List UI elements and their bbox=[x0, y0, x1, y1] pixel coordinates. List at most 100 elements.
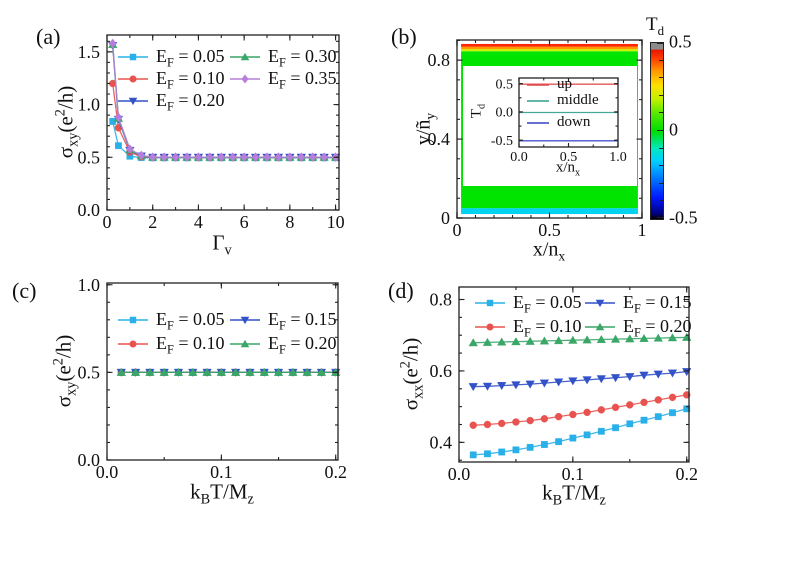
panel-label-c: (c) bbox=[12, 278, 37, 303]
legend-item-c-3: EF = 0.20 bbox=[229, 333, 336, 356]
colorbar-minor-tick bbox=[659, 77, 663, 79]
colorbar-tick-label: 0.5 bbox=[669, 31, 692, 52]
legend-sample-icon bbox=[230, 339, 260, 347]
chart-b-inset-svg: 0.0 0.5 1.0-0.50.00.5 bbox=[491, 77, 627, 165]
axes-frame bbox=[458, 286, 690, 463]
legend-label: down bbox=[557, 114, 591, 130]
legend-item-c-2: EF = 0.15 bbox=[229, 309, 337, 333]
colorbar-minor-tick bbox=[659, 59, 663, 61]
legend-item-a-0: EF = 0.05 bbox=[117, 46, 225, 70]
legend-sample-icon bbox=[230, 316, 260, 324]
inset-x-axis-title: x/nx bbox=[555, 159, 581, 179]
series-markers-4 bbox=[108, 38, 340, 162]
svg-text:0.1: 0.1 bbox=[210, 462, 233, 482]
svg-text:0.8: 0.8 bbox=[430, 290, 453, 310]
heatmap-stripe bbox=[461, 46, 638, 50]
legend-label: EF = 0.05 bbox=[156, 46, 225, 70]
legend-label: EF = 0.05 bbox=[156, 309, 225, 333]
legend-label: EF = 0.15 bbox=[268, 309, 337, 333]
series-line-3 bbox=[473, 336, 687, 344]
svg-text:0: 0 bbox=[441, 208, 450, 228]
panel-label-b: (b) bbox=[391, 24, 417, 49]
axis-ticks bbox=[106, 35, 339, 211]
legend-item-d-2: EF = 0.15 bbox=[584, 292, 692, 316]
legend-sample-icon bbox=[118, 316, 148, 323]
chart-c-svg: 0.0 0.1 0.2 0.0 0.5 1.0 bbox=[78, 275, 347, 482]
tick-labels: 0.0 0.1 0.2 0.0 0.5 1.0 bbox=[78, 275, 347, 482]
panel-label-d: (d) bbox=[388, 278, 414, 303]
svg-text:0.2: 0.2 bbox=[324, 462, 347, 482]
colorbar-minor-tick bbox=[659, 147, 663, 149]
svg-text:0.2: 0.2 bbox=[675, 464, 698, 484]
axis-ticks bbox=[518, 78, 619, 147]
legend-item-d-3: EF = 0.20 bbox=[584, 316, 691, 339]
legend-sample-icon bbox=[527, 83, 549, 86]
colorbar-tick-label: 0 bbox=[669, 119, 678, 140]
axis-ticks bbox=[106, 283, 338, 461]
legend-sample-icon bbox=[118, 75, 148, 82]
legend-sample-icon bbox=[230, 52, 260, 60]
svg-text:1: 1 bbox=[638, 220, 647, 240]
svg-text:0.0: 0.0 bbox=[78, 450, 101, 470]
legend-label: EF = 0.10 bbox=[156, 333, 225, 357]
legend-label: EF = 0.10 bbox=[513, 316, 582, 340]
series-markers-3 bbox=[468, 332, 692, 347]
legend-label: EF = 0.20 bbox=[156, 90, 225, 114]
axes-frame bbox=[106, 34, 340, 211]
panel-a-y-axis-title: σxy(e2/h) bbox=[52, 85, 82, 159]
panel-a-x-axis-title: Γv bbox=[212, 230, 232, 259]
legend-item-a-3: EF = 0.30 bbox=[229, 46, 337, 70]
legend-sample-icon bbox=[527, 99, 549, 102]
legend-label: EF = 0.30 bbox=[268, 46, 337, 70]
colorbar-tick-label: -0.5 bbox=[669, 207, 698, 228]
svg-text:-0.5: -0.5 bbox=[491, 134, 513, 149]
legend-label: middle bbox=[557, 92, 599, 108]
chart-b-heatmap-svg: 0 0.5 1 0 0.4 0.8 bbox=[428, 39, 647, 240]
series-markers-3 bbox=[116, 367, 341, 376]
svg-text:0: 0 bbox=[453, 220, 462, 240]
legend-sample-icon bbox=[475, 299, 505, 306]
svg-text:0.5: 0.5 bbox=[538, 220, 561, 240]
legend-label: EF = 0.15 bbox=[623, 292, 692, 316]
svg-text:4: 4 bbox=[194, 212, 203, 232]
legend-sample-icon bbox=[585, 299, 615, 307]
colorbar-title: Td bbox=[646, 14, 665, 38]
legend-item-inset-0: up bbox=[526, 76, 572, 93]
colorbar-minor-tick bbox=[659, 200, 663, 202]
svg-text:6: 6 bbox=[240, 212, 249, 232]
svg-text:0.6: 0.6 bbox=[430, 361, 453, 381]
colorbar-major-tick bbox=[657, 130, 663, 132]
svg-text:0.5: 0.5 bbox=[78, 362, 101, 382]
legend-item-inset-1: middle bbox=[526, 92, 599, 109]
panel-label-a: (a) bbox=[36, 24, 61, 49]
legend-sample-icon bbox=[118, 340, 148, 347]
axis-ticks bbox=[458, 287, 689, 462]
series-line-0 bbox=[112, 121, 336, 159]
legend-item-a-4: EF = 0.35 bbox=[229, 68, 337, 92]
legend-label: EF = 0.35 bbox=[268, 68, 337, 92]
legend-label: EF = 0.05 bbox=[513, 292, 582, 316]
svg-text:0.0: 0.0 bbox=[96, 462, 119, 482]
colorbar-minor-tick bbox=[659, 94, 663, 96]
legend-sample-icon bbox=[475, 323, 505, 330]
legend-item-c-1: EF = 0.10 bbox=[117, 333, 225, 357]
svg-text:0: 0 bbox=[103, 212, 112, 232]
series-line-2 bbox=[473, 370, 687, 388]
axes-frame bbox=[106, 282, 339, 461]
tick-labels: 0 2 4 6 8 10 0.0 0.5 1.0 1.5 bbox=[78, 42, 345, 232]
svg-text:0.0: 0.0 bbox=[448, 464, 471, 484]
legend-sample-icon bbox=[527, 121, 549, 124]
chart-d-svg: 0.0 0.1 0.2 0.4 0.6 0.8 bbox=[430, 286, 698, 484]
legend-item-d-0: EF = 0.05 bbox=[474, 292, 582, 316]
colorbar-major-tick bbox=[657, 43, 663, 45]
series-markers-1 bbox=[469, 391, 691, 429]
legend-sample-icon bbox=[230, 74, 260, 83]
svg-text:0.5: 0.5 bbox=[78, 147, 101, 167]
svg-text:0.4: 0.4 bbox=[428, 129, 451, 149]
svg-text:0.0: 0.0 bbox=[496, 106, 514, 121]
tick-labels: 0.0 0.5 1.0-0.50.00.5 bbox=[491, 77, 627, 165]
series-line-1 bbox=[473, 394, 687, 426]
colorbar-major-tick bbox=[657, 217, 663, 219]
svg-text:2: 2 bbox=[148, 212, 157, 232]
svg-text:0.4: 0.4 bbox=[430, 432, 453, 452]
